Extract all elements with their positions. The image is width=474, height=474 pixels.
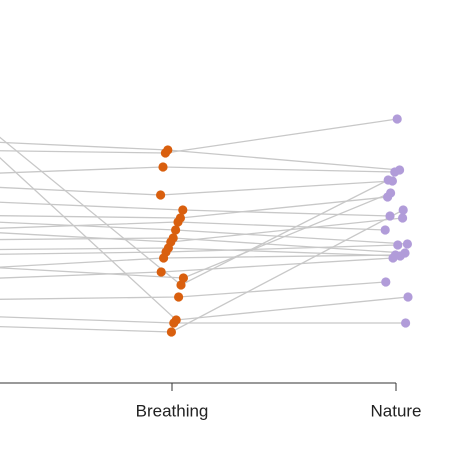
point: [402, 239, 412, 249]
point: [383, 175, 393, 185]
point: [381, 277, 391, 287]
subject-line: [0, 166, 395, 174]
point: [156, 267, 166, 277]
subject-line: [0, 281, 386, 300]
point: [388, 253, 398, 263]
point: [398, 205, 408, 215]
point: [166, 327, 176, 337]
point: [178, 205, 188, 215]
point: [392, 114, 402, 124]
point: [401, 318, 411, 328]
point: [380, 225, 390, 235]
subject-line: [0, 254, 396, 268]
point: [158, 162, 168, 172]
point: [398, 213, 408, 223]
point: [159, 253, 169, 263]
point: [173, 217, 183, 227]
point: [178, 273, 188, 283]
point: [160, 148, 170, 158]
point: [390, 167, 400, 177]
x-tick-label: Breathing: [136, 401, 209, 420]
point: [386, 188, 396, 198]
point: [176, 280, 186, 290]
point: [403, 292, 413, 302]
x-tick-label: Nature: [370, 401, 421, 420]
point: [385, 211, 395, 221]
subject-line: [0, 141, 400, 171]
subject-line: [0, 180, 393, 196]
point: [393, 240, 403, 250]
subject-line: [0, 118, 398, 154]
point: [156, 190, 166, 200]
point: [174, 292, 184, 302]
point: [171, 225, 181, 235]
point: [169, 318, 179, 328]
